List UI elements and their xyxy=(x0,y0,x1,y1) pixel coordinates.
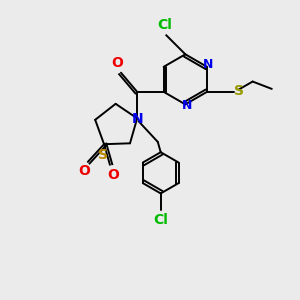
Text: S: S xyxy=(234,84,244,98)
Text: Cl: Cl xyxy=(153,214,168,227)
Text: S: S xyxy=(98,148,108,162)
Text: N: N xyxy=(203,58,214,71)
Text: Cl: Cl xyxy=(157,18,172,32)
Text: O: O xyxy=(112,56,123,70)
Text: N: N xyxy=(182,99,192,112)
Text: O: O xyxy=(107,168,119,182)
Text: O: O xyxy=(78,164,90,178)
Text: N: N xyxy=(132,112,144,126)
